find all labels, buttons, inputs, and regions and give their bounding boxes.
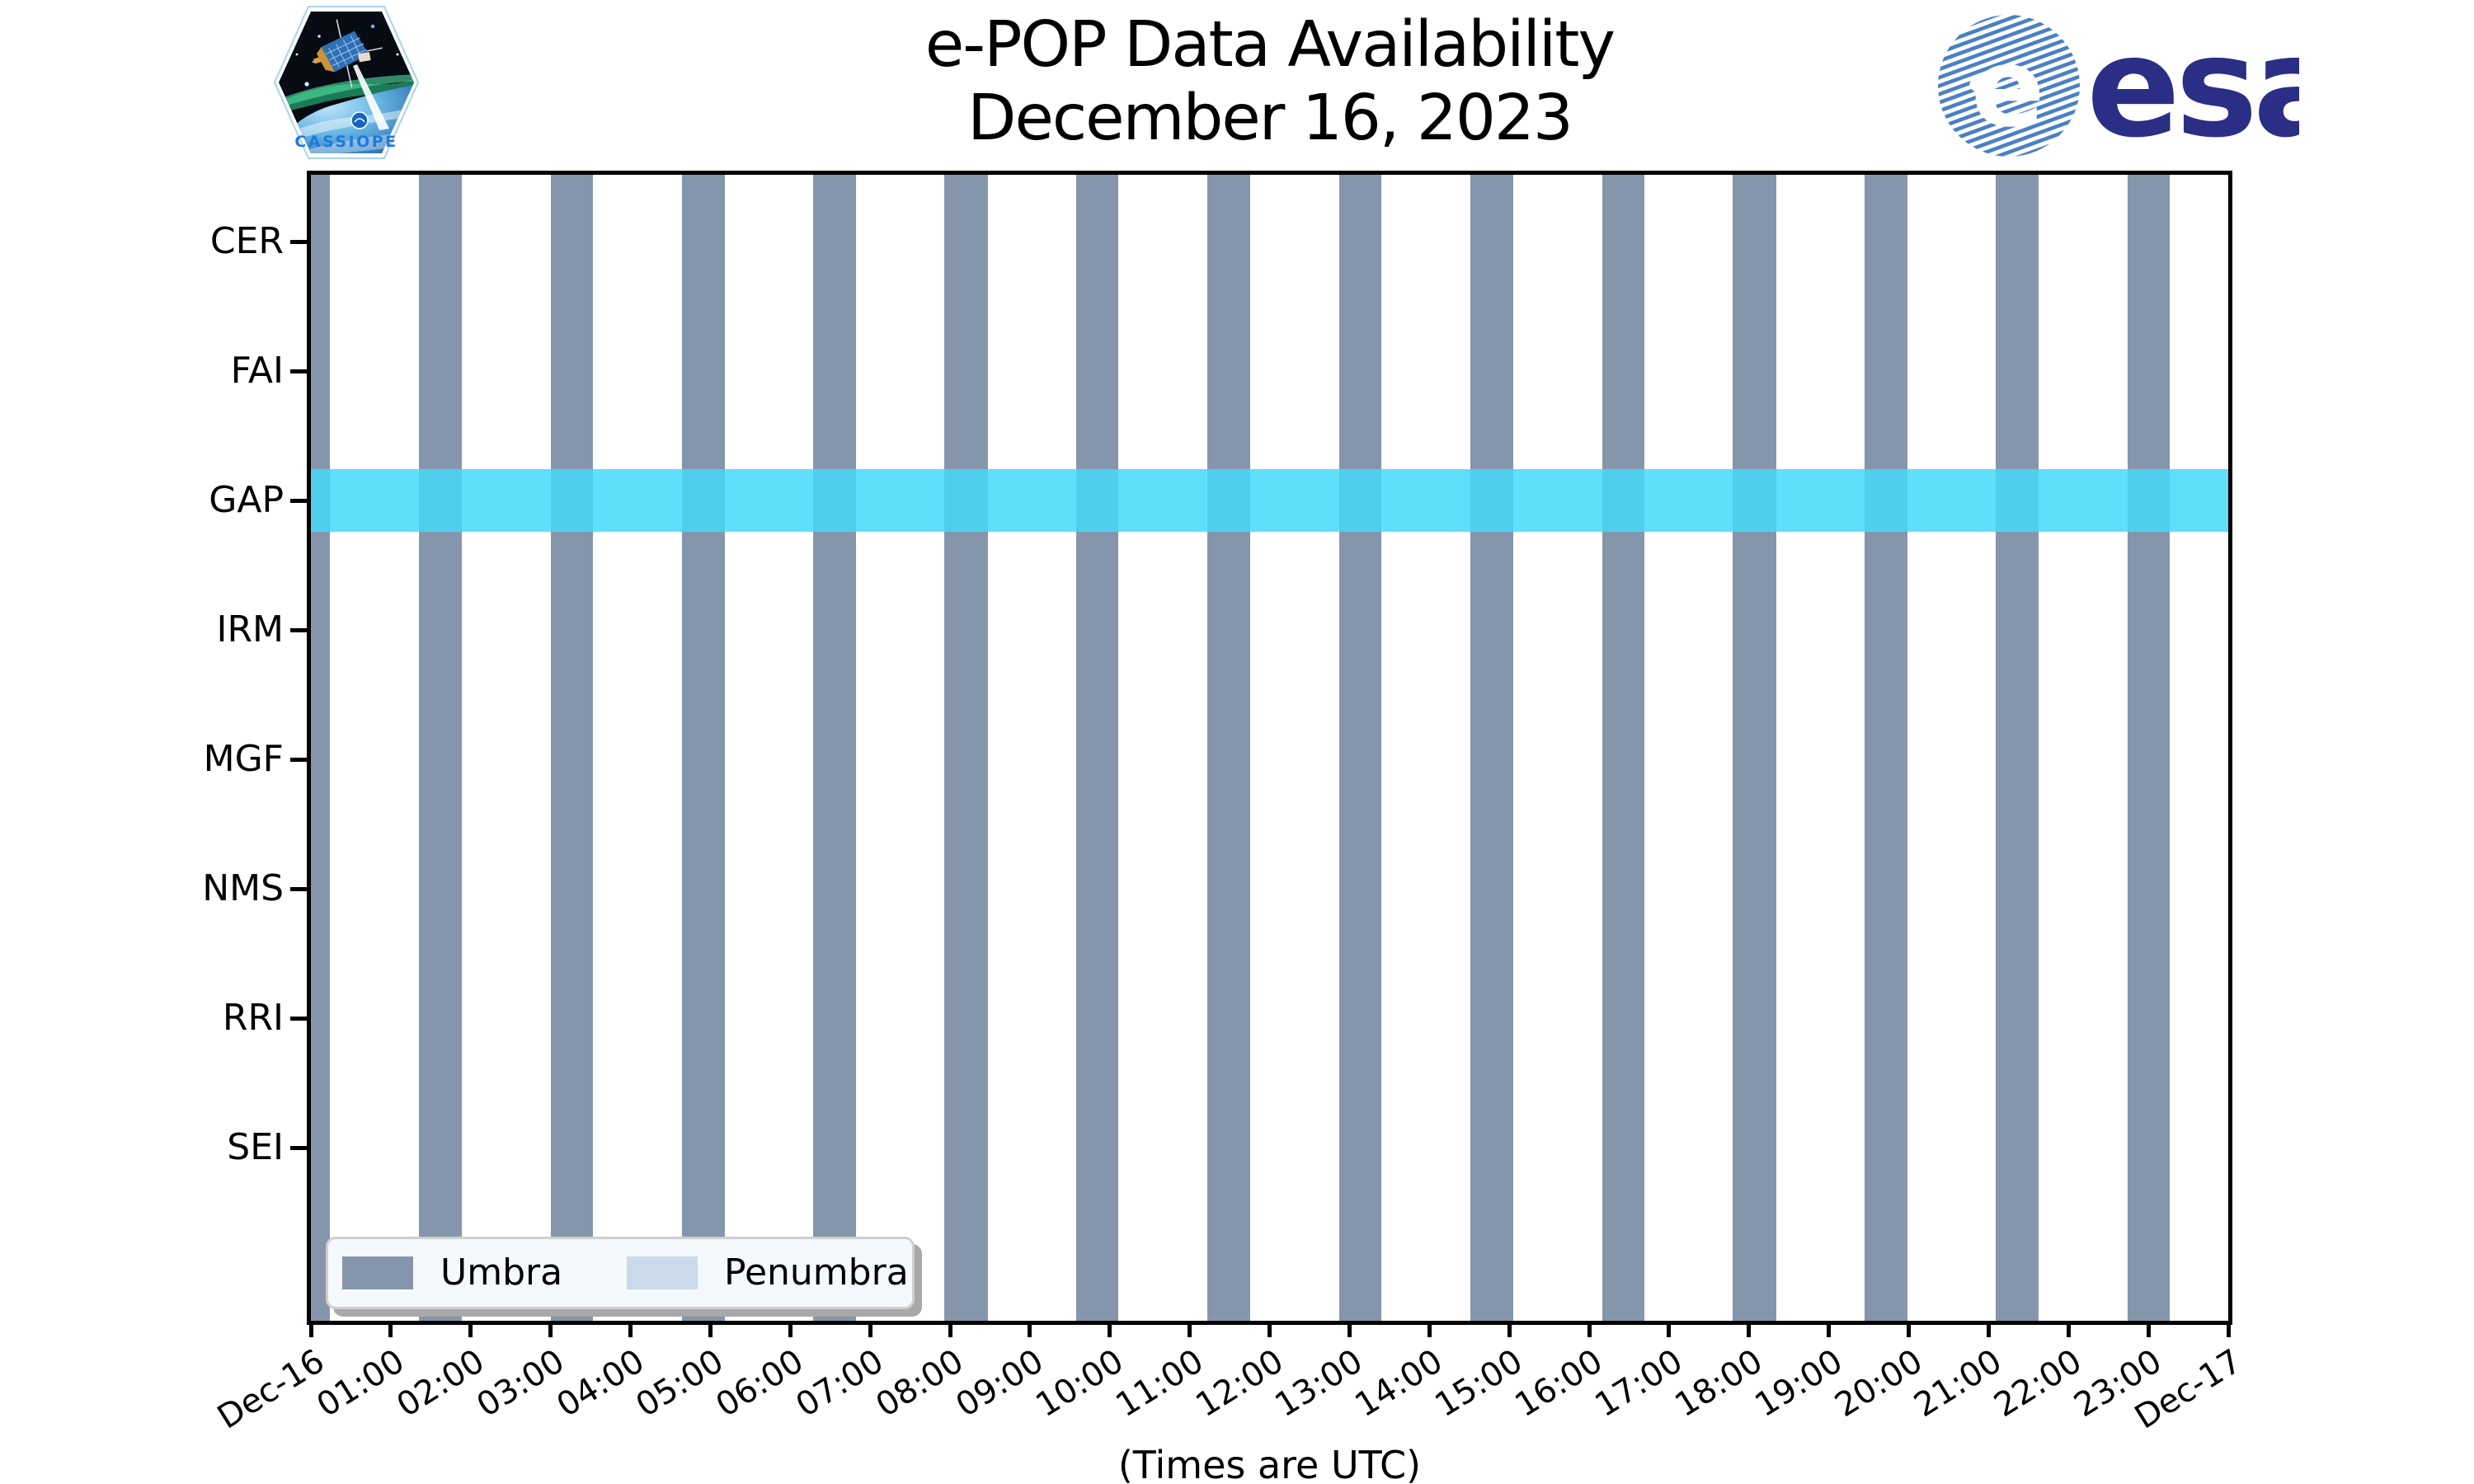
umbra-bar bbox=[1602, 175, 1644, 1321]
x-tick bbox=[2226, 1321, 2231, 1337]
y-tick bbox=[290, 239, 311, 244]
x-tick bbox=[1747, 1321, 1752, 1337]
chart-title: e-POP Data Availability bbox=[924, 8, 1616, 82]
esa-logo: e esa bbox=[1936, 7, 2346, 168]
x-tick bbox=[1507, 1321, 1512, 1337]
availability-band-umbra-overlap bbox=[311, 469, 331, 532]
umbra-bar bbox=[1996, 175, 2039, 1321]
umbra-bar bbox=[311, 175, 331, 1321]
cassiope-patch-graphic: CASSIOPE bbox=[273, 6, 420, 159]
x-tick bbox=[1108, 1321, 1112, 1337]
umbra-bar bbox=[1865, 175, 1907, 1321]
availability-band-umbra-overlap bbox=[1865, 469, 1907, 532]
availability-band-umbra-overlap bbox=[1206, 469, 1251, 532]
legend: Umbra Penumbra bbox=[326, 1237, 915, 1309]
y-tick bbox=[290, 1016, 311, 1021]
umbra-bar bbox=[418, 175, 463, 1321]
y-tick bbox=[290, 757, 311, 762]
availability-band-umbra-overlap bbox=[1996, 469, 2039, 532]
x-tick bbox=[1907, 1321, 1911, 1337]
esa-emblem-dot bbox=[1969, 76, 1986, 92]
availability-band-umbra-overlap bbox=[1076, 469, 1119, 532]
x-tick bbox=[948, 1321, 952, 1337]
umbra-bar bbox=[1338, 175, 1382, 1321]
x-tick bbox=[2146, 1321, 2151, 1337]
availability-band-umbra-overlap bbox=[1338, 469, 1382, 532]
y-label-mgf: MGF bbox=[203, 738, 284, 780]
legend-label-umbra: Umbra bbox=[440, 1252, 563, 1294]
y-label-irm: IRM bbox=[216, 608, 284, 650]
y-tick bbox=[290, 1145, 311, 1150]
availability-band-umbra-overlap bbox=[2127, 469, 2171, 532]
umbra-bar bbox=[2127, 175, 2171, 1321]
chart-title-block: e-POP Data Availability December 16, 202… bbox=[311, 8, 2228, 156]
umbra-bars-layer bbox=[311, 175, 2228, 1321]
umbra-bar bbox=[1733, 175, 1776, 1321]
x-tick bbox=[1667, 1321, 1672, 1337]
cassiope-mission-patch: CASSIOPE bbox=[273, 5, 420, 160]
y-label-sei: SEI bbox=[227, 1126, 284, 1168]
availability-band-gap bbox=[311, 469, 2228, 532]
y-label-rri: RRI bbox=[222, 997, 284, 1039]
availability-band-umbra-overlap bbox=[813, 469, 856, 532]
umbra-bar bbox=[1206, 175, 1251, 1321]
y-label-nms: NMS bbox=[202, 867, 284, 909]
availability-band-umbra-overlap bbox=[681, 469, 725, 532]
availability-band-umbra-overlap bbox=[418, 469, 463, 532]
esa-emblem-e: e bbox=[1971, 25, 2045, 152]
umbra-bar bbox=[550, 175, 593, 1321]
x-tick bbox=[1268, 1321, 1272, 1337]
x-tick bbox=[308, 1321, 313, 1337]
x-tick bbox=[1827, 1321, 1832, 1337]
x-tick bbox=[2066, 1321, 2071, 1337]
x-tick bbox=[548, 1321, 553, 1337]
legend-label-penumbra: Penumbra bbox=[724, 1252, 909, 1294]
y-label-gap: GAP bbox=[209, 479, 284, 521]
y-label-cer: CER bbox=[209, 220, 284, 262]
cassiope-wordmark: CASSIOPE bbox=[294, 133, 397, 151]
x-tick bbox=[628, 1321, 633, 1337]
x-tick bbox=[708, 1321, 713, 1337]
x-tick bbox=[1028, 1321, 1032, 1337]
availability-band-umbra-overlap bbox=[944, 469, 988, 532]
y-tick bbox=[290, 627, 311, 632]
x-tick bbox=[1587, 1321, 1592, 1337]
x-tick bbox=[1986, 1321, 1991, 1337]
availability-band-umbra-overlap bbox=[1733, 469, 1776, 532]
y-tick bbox=[290, 369, 311, 373]
y-label-fai: FAI bbox=[230, 350, 284, 392]
x-tick bbox=[1347, 1321, 1352, 1337]
axis-footnote: (Times are UTC) bbox=[1117, 1443, 1422, 1484]
x-tick bbox=[868, 1321, 872, 1337]
availability-band-umbra-overlap bbox=[1602, 469, 1644, 532]
umbra-bar bbox=[1076, 175, 1119, 1321]
x-tick bbox=[1188, 1321, 1192, 1337]
legend-swatch-umbra bbox=[342, 1256, 413, 1289]
umbra-bar bbox=[944, 175, 988, 1321]
esa-emblem-disc bbox=[1938, 15, 2080, 157]
umbra-bar bbox=[1470, 175, 1513, 1321]
x-tick bbox=[1427, 1321, 1432, 1337]
plot-area: Umbra Penumbra bbox=[307, 171, 2232, 1325]
y-tick bbox=[290, 498, 311, 503]
x-tick bbox=[468, 1321, 473, 1337]
chart-subtitle-date: December 16, 2023 bbox=[967, 82, 1573, 156]
esa-logo-graphic: e esa bbox=[1938, 7, 2346, 168]
availability-band-umbra-overlap bbox=[550, 469, 593, 532]
umbra-bar bbox=[681, 175, 725, 1321]
umbra-bar bbox=[813, 175, 856, 1321]
x-tick bbox=[788, 1321, 793, 1337]
availability-band-umbra-overlap bbox=[1470, 469, 1513, 532]
y-tick bbox=[290, 886, 311, 891]
x-tick bbox=[388, 1321, 393, 1337]
legend-swatch-penumbra bbox=[627, 1256, 698, 1289]
esa-wordmark: esa bbox=[2086, 10, 2299, 162]
